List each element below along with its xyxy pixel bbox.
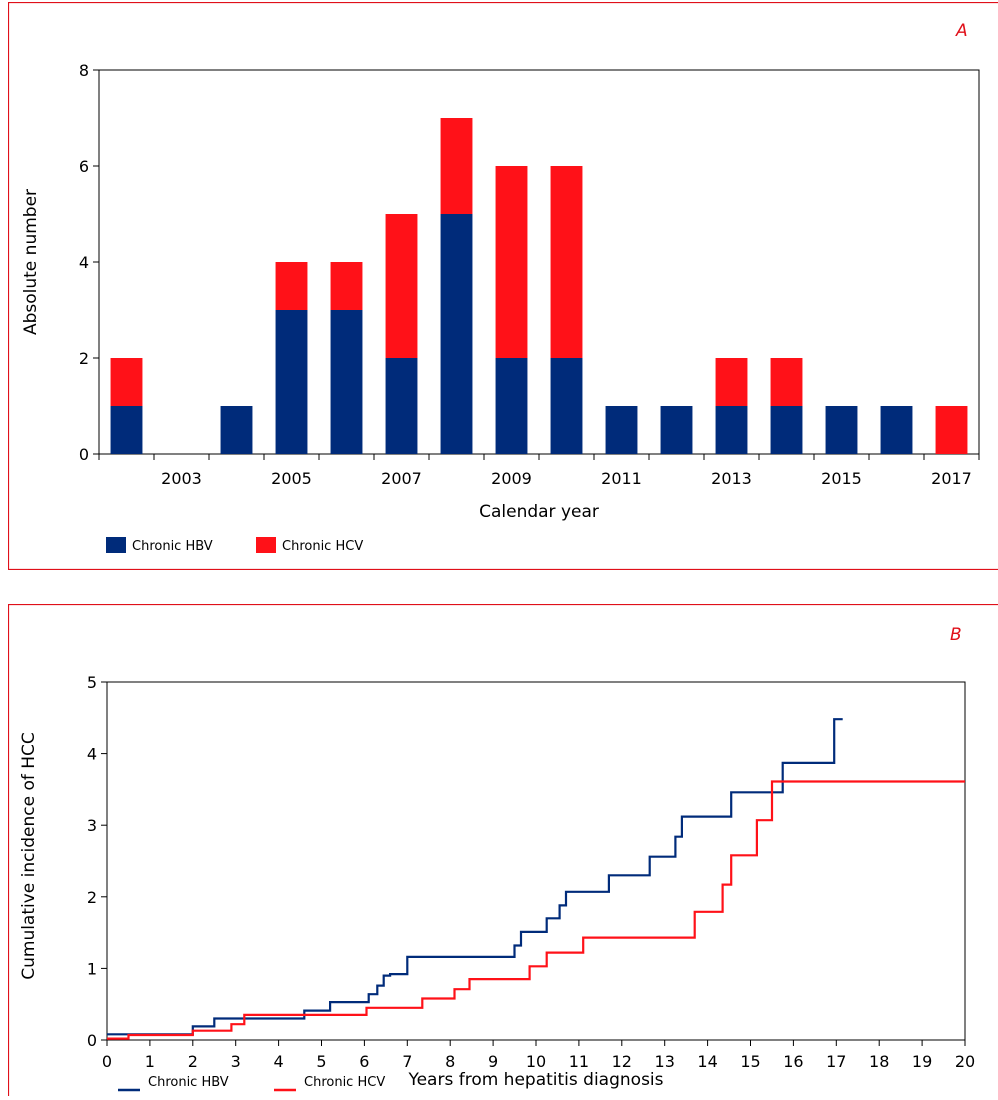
legend-label-hbv: Chronic HBV: [148, 1075, 229, 1090]
x-tick-label: 2011: [601, 469, 642, 488]
y-tick-label: 8: [79, 61, 89, 80]
x-tick-label: 3: [231, 1052, 241, 1071]
y-axis-label: Cumulative incidence of HCC: [19, 732, 39, 980]
panel-a: A 0 2 4 6 8 2003 2005 2007 2009 2011 2013 2015 2017…: [7, 1, 998, 571]
y-axis-label: Absolute number: [21, 189, 41, 335]
x-tick-label: 16: [783, 1052, 803, 1071]
x-axis-label: Calendar year: [479, 502, 599, 522]
x-tick-label: 17: [826, 1052, 846, 1071]
bar-hbv-2012: [660, 406, 693, 454]
x-tick-label: 2015: [821, 469, 862, 488]
x-tick-label: 2003: [161, 469, 202, 488]
legend-swatch-hbv: [106, 537, 126, 553]
y-tick-label: 1: [87, 959, 97, 978]
bar-hbv-2010: [550, 358, 583, 454]
x-tick-label: 2013: [711, 469, 752, 488]
x-tick-label: 19: [912, 1052, 932, 1071]
panel-letter: B: [950, 625, 962, 645]
bar-hcv-2006: [330, 262, 363, 310]
x-tick-label: 13: [655, 1052, 675, 1071]
panel-letter: A: [955, 21, 968, 41]
x-tick-label: 8: [445, 1052, 455, 1071]
y-tick-label: 2: [87, 888, 97, 907]
x-tick-label: 2007: [381, 469, 422, 488]
bar-hcv-2002: [110, 358, 143, 406]
bar-hcv-2013: [715, 358, 748, 406]
y-tick-label: 6: [79, 157, 89, 176]
x-tick-label: 6: [359, 1052, 369, 1071]
y-tick-label: 5: [87, 673, 97, 692]
series-line-hcv: [107, 780, 965, 1040]
legend: Chronic HBV Chronic HCV: [106, 537, 363, 554]
y-tick-label: 4: [87, 745, 97, 764]
bar-hcv-2017: [935, 406, 968, 454]
x-tick-label: 2: [188, 1052, 198, 1071]
x-tick-label: 11: [569, 1052, 589, 1071]
series-line-hbv: [107, 718, 843, 1036]
legend-label-hcv: Chronic HCV: [282, 539, 363, 554]
y-tick-label: 0: [87, 1031, 97, 1050]
x-tick-label: 9: [488, 1052, 498, 1071]
x-axis-label: Years from hepatitis diagnosis: [407, 1070, 663, 1090]
y-tick-label: 0: [79, 445, 89, 464]
bar-hcv-2005: [275, 262, 308, 310]
x-tick-label: 20: [955, 1052, 975, 1071]
bar-hbv-2006: [330, 310, 363, 454]
x-tick-label: 10: [526, 1052, 546, 1071]
plot-area: [98, 69, 980, 455]
bar-hbv-2008: [440, 214, 473, 454]
bar-hcv-2007: [385, 214, 418, 358]
x-tick-label: 14: [697, 1052, 717, 1071]
x-tick-label: 0: [102, 1052, 112, 1071]
bar-hbv-2007: [385, 358, 418, 454]
bar-hbv-2015: [825, 406, 858, 454]
legend-label-hbv: Chronic HBV: [132, 539, 213, 554]
bar-hcv-2008: [440, 118, 473, 214]
bar-hbv-2005: [275, 310, 308, 454]
bar-hbv-2002: [110, 406, 143, 454]
x-tick-label: 18: [869, 1052, 889, 1071]
plot-area: [106, 681, 966, 1041]
x-tick-label: 12: [612, 1052, 632, 1071]
x-tick-label: 7: [402, 1052, 412, 1071]
x-tick-label: 5: [316, 1052, 326, 1071]
bar-hbv-2016: [880, 406, 913, 454]
bar-hcv-2009: [495, 166, 528, 358]
bar-hcv-2010: [550, 166, 583, 358]
x-tick-label: 1: [145, 1052, 155, 1071]
y-tick-label: 4: [79, 253, 89, 272]
x-tick-label: 2017: [931, 469, 972, 488]
y-tick-label: 2: [79, 349, 89, 368]
x-tick-label: 4: [274, 1052, 284, 1071]
bar-hcv-2014: [770, 358, 803, 406]
bar-chart: A 0 2 4 6 8 2003 2005 2007 2009 2011 2013 2015 2017…: [7, 1, 998, 571]
legend-swatch-hcv: [256, 537, 276, 553]
bar-hbv-2009: [495, 358, 528, 454]
bar-hbv-2011: [605, 406, 638, 454]
x-tick-label: 2009: [491, 469, 532, 488]
y-tick-label: 3: [87, 816, 97, 835]
x-tick-label: 15: [740, 1052, 760, 1071]
bar-hbv-2014: [770, 406, 803, 454]
bar-hbv-2004: [220, 406, 253, 454]
bar-hbv-2013: [715, 406, 748, 454]
x-tick-label: 2005: [271, 469, 312, 488]
legend-label-hcv: Chronic HCV: [304, 1075, 385, 1090]
legend: Chronic HBV Chronic HCV: [118, 1075, 385, 1092]
